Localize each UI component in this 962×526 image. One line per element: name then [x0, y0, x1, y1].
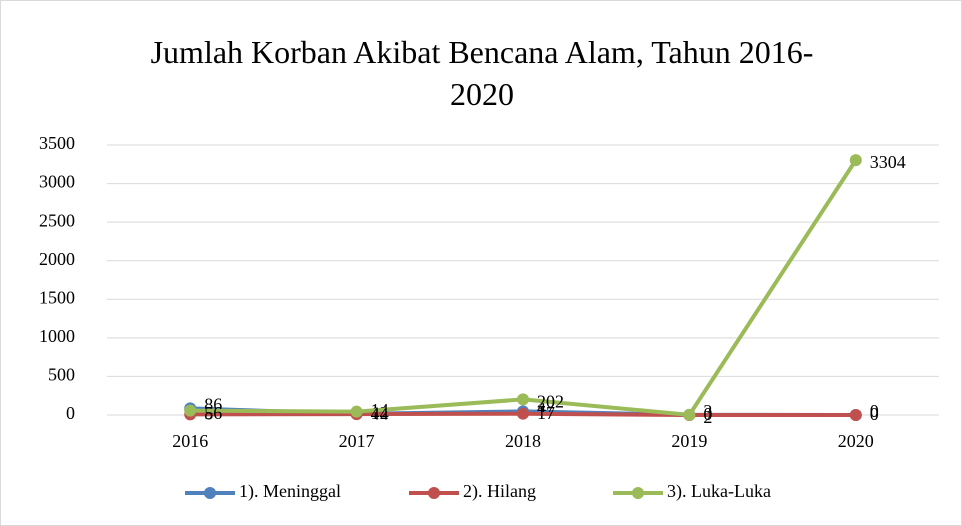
data-label: 44: [371, 404, 389, 424]
data-point: [683, 408, 696, 421]
data-label: 0: [703, 404, 712, 424]
y-tick-label: 3500: [39, 133, 75, 153]
data-label: 202: [537, 392, 564, 412]
data-point: [517, 393, 529, 406]
data-point: [517, 407, 529, 420]
data-label: 56: [204, 403, 222, 423]
data-point: [849, 409, 862, 421]
x-tick-label: 2016: [172, 431, 208, 451]
data-label: 17: [537, 403, 555, 423]
y-tick-label: 2000: [39, 249, 75, 269]
y-tick-label: 2500: [39, 210, 75, 230]
data-label: 2: [703, 407, 712, 427]
data-point: [849, 154, 862, 167]
data-point: [184, 404, 197, 417]
y-tick-label: 1500: [39, 287, 75, 307]
legend-swatch-dot: [428, 487, 440, 499]
y-tick-label: 1000: [39, 326, 75, 346]
chart-title: Jumlah Korban Akibat Bencana Alam, Tahun…: [150, 34, 814, 112]
legend-label: 3). Luka-Luka: [667, 481, 771, 502]
x-tick-label: 2020: [838, 431, 874, 451]
data-point: [350, 405, 363, 418]
x-tick-label: 2019: [671, 431, 707, 451]
data-label: 3304: [870, 152, 906, 172]
legend-label: 2). Hilang: [463, 481, 536, 502]
data-label: 8: [204, 404, 213, 424]
data-label: 2: [703, 401, 712, 421]
data-label: 0: [870, 404, 879, 424]
y-tick-label: 3000: [39, 172, 75, 192]
y-tick-label: 0: [66, 403, 75, 423]
legend-swatch-dot: [632, 487, 644, 499]
legend-label: 1). Meninggal: [239, 481, 341, 502]
legend-swatch-dot: [204, 487, 216, 499]
x-tick-label: 2017: [339, 431, 375, 451]
x-tick-label: 2018: [505, 431, 541, 451]
data-label: 0: [870, 401, 879, 421]
y-tick-label: 500: [48, 365, 75, 385]
